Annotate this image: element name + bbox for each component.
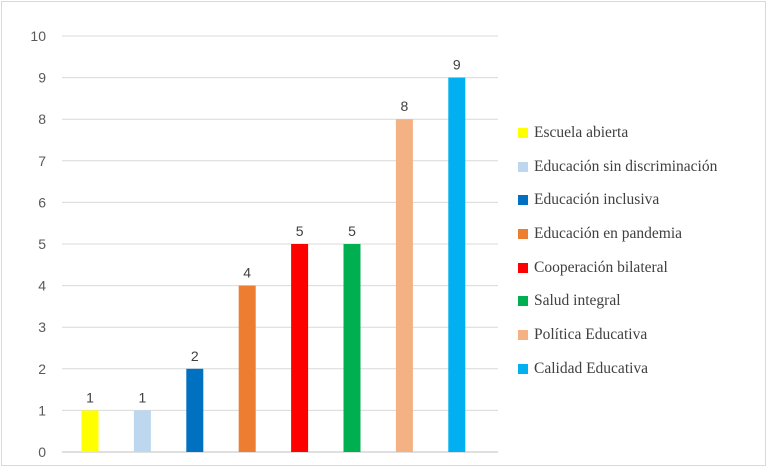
y-tick-label: 5 [38,236,46,252]
legend-swatch [518,262,528,273]
legend-swatch [518,195,528,206]
legend-label: Educación inclusiva [534,191,660,209]
y-tick-label: 7 [38,153,46,169]
bar [291,244,309,452]
y-tick-label: 1 [38,402,46,418]
bar [448,77,466,452]
data-label: 5 [348,223,356,239]
data-label: 5 [296,223,304,239]
legend-label: Salud integral [534,292,621,310]
legend-swatch [518,296,528,307]
legend-item: Calidad Educativa [518,352,768,386]
legend-item: Educación inclusiva [518,183,768,217]
legend-swatch [518,228,528,239]
legend-swatch [518,161,528,172]
data-label: 4 [243,265,251,281]
legend-item: Salud integral [518,284,768,318]
bar [133,410,151,452]
y-tick-label: 4 [38,278,46,294]
data-label: 2 [191,348,199,364]
y-tick-label: 9 [38,70,46,86]
bar [343,244,361,452]
legend-label: Educación sin discriminación [534,157,718,175]
bar [81,410,99,452]
legend-label: Calidad Educativa [534,359,649,377]
y-tick-label: 6 [38,194,46,210]
data-label: 9 [453,57,461,73]
y-tick-label: 2 [38,361,46,377]
legend-label: Escuela abierta [534,123,629,141]
data-label: 8 [401,98,409,114]
legend-item: Escuela abierta [518,116,768,150]
legend-swatch [518,329,528,340]
y-tick-label: 3 [38,319,46,335]
y-tick-label: 10 [30,28,46,44]
legend-item: Educación en pandemia [518,217,768,251]
bar [238,285,256,452]
legend-label: Política Educativa [534,325,648,343]
legend-label: Cooperación bilateral [534,258,668,276]
legend-swatch [518,363,528,374]
data-label: 1 [139,389,147,405]
legend-item: Política Educativa [518,318,768,352]
legend-item: Cooperación bilateral [518,251,768,285]
data-label: 1 [86,389,94,405]
y-tick-label: 8 [38,111,46,127]
y-tick-label: 0 [38,444,46,460]
bar [186,368,204,452]
legend: Escuela abierta Educación sin discrimina… [518,116,768,386]
legend-swatch [518,127,528,138]
legend-item: Educación sin discriminación [518,150,768,184]
bar [395,119,413,452]
legend-label: Educación en pandemia [534,224,683,242]
